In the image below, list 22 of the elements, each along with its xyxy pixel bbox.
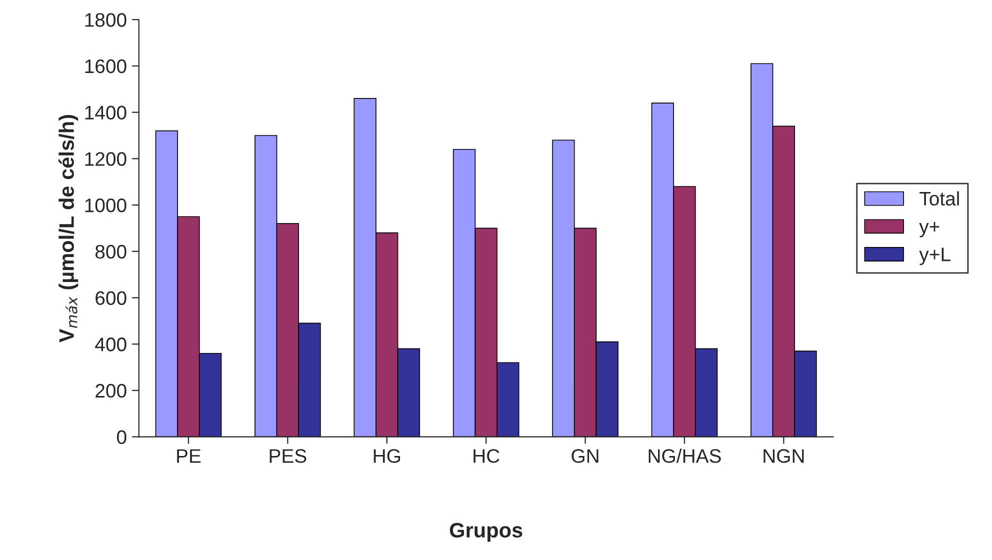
y-tick-label: 1600 [85,59,126,74]
y-tick-label: 1400 [85,106,126,120]
y-tick-label: 0 [117,430,126,444]
x-axis-title: Grupos [450,522,522,542]
legend-label: y+ [919,222,940,238]
x-tick-label: NGN [764,449,804,463]
y-tick-label: 1800 [85,13,126,27]
y-tick-label: 800 [95,244,126,259]
y-tick-label: 1200 [85,152,126,166]
y-tick-label: 1000 [85,198,126,212]
y-tick-label: 400 [95,338,126,352]
x-tick-label: PE [177,449,201,463]
y-tick-label: 200 [96,384,126,398]
x-tick-label: PES [270,449,306,463]
legend-label: Total [920,191,959,206]
x-tick-label: GN [572,449,598,463]
x-tick-label: HC [474,449,500,463]
x-tick-label: HG [374,449,400,463]
x-tick-label: NG/HAS [648,448,721,463]
legend-label: y+L [919,248,950,266]
y-axis-title: V$_{máx}$ (µmol/L de céls/h) [58,115,78,342]
y-tick-label: 600 [96,291,126,305]
